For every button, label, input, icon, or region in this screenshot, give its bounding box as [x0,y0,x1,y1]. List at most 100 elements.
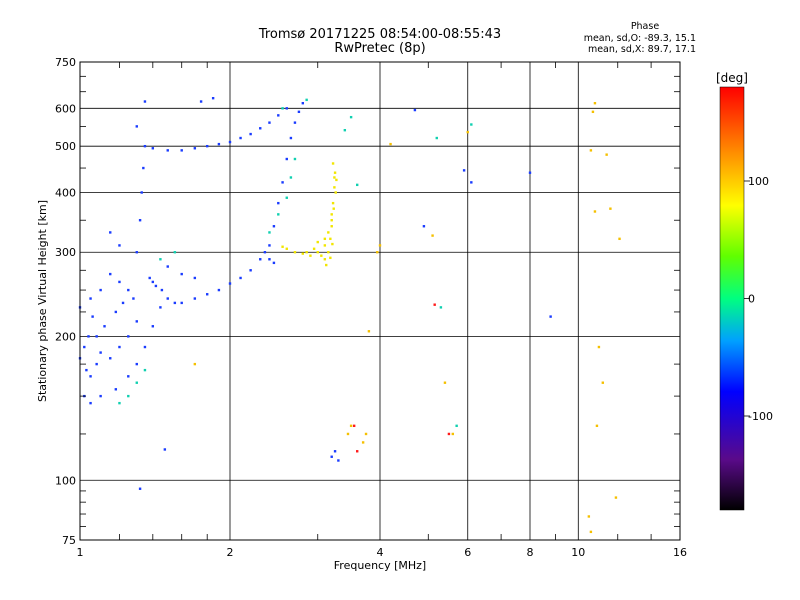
data-point [323,237,327,241]
data-point [83,345,86,349]
y-tick-label: 200 [55,330,76,343]
data-point [127,335,130,338]
chart-title: Tromsø 20171225 08:54:00-08:55:43 [258,27,502,42]
data-point [378,244,382,247]
data-point [361,441,365,444]
x-tick-label: 2 [227,546,234,559]
data-point [138,219,142,222]
data-point [159,306,162,309]
grid-lines [79,61,681,541]
data-point [249,132,252,136]
data-point [333,171,337,174]
data-point [132,297,135,300]
data-point [330,225,333,228]
data-point [239,136,242,140]
chart-subtitle: RwPretec (8p) [334,41,426,56]
x-tick-label: 16 [673,546,687,559]
y-tick-label: 750 [55,56,76,69]
x-tick-label: 8 [527,546,534,559]
data-point [114,310,118,314]
data-point [462,169,466,172]
data-point [335,178,338,182]
data-point [589,530,593,534]
data-point [327,251,330,254]
data-point [331,162,335,165]
data-point [343,128,347,132]
y-tick-label: 600 [55,102,76,115]
data-point [143,100,147,103]
data-point [268,231,271,234]
data-point [323,258,327,261]
data-point [268,244,271,247]
data-point [91,315,94,318]
data-point [272,225,276,228]
data-point [180,272,183,276]
data-point [268,258,271,261]
data-point [109,272,112,276]
data-point [114,388,118,391]
data-point [135,251,138,254]
data-point [316,240,319,244]
data-point [127,394,130,398]
data-point [285,157,288,161]
data-point [297,110,301,114]
data-point [591,110,595,114]
data-point [99,394,102,398]
data-point [140,191,143,194]
data-point [173,301,177,305]
colorbar-ticks: 100 0 -100 [744,175,773,423]
y-tick-label: 75 [62,534,76,547]
data-point [285,247,288,250]
y-tick-label: 100 [55,474,76,487]
data-point [355,450,359,453]
data-point [593,101,597,105]
data-point [595,424,599,428]
data-point [329,256,332,260]
x-axis: 1 2 4 6 8 10 16 [77,62,687,559]
data-point [109,357,112,360]
data-point [346,432,350,436]
data-point [587,515,591,518]
data-point [281,181,284,184]
colorbar [719,86,745,511]
plot-frame [79,61,681,541]
data-point [135,125,138,128]
data-point [316,251,319,254]
data-point [180,301,183,305]
data-point [127,375,130,378]
x-axis-label: Frequency [MHz] [334,559,426,572]
data-point [367,330,371,333]
data-point [327,231,330,234]
colorbar-label: [deg] [716,71,748,85]
data-point [422,225,426,228]
data-point [160,288,164,292]
data-point [277,201,280,205]
data-point [330,213,333,216]
data-points [78,96,621,534]
data-point [597,345,601,349]
data-point [439,306,443,309]
data-point [166,149,169,152]
data-point [389,142,392,146]
data-point [281,245,284,248]
data-point [601,381,605,384]
data-point [193,276,197,280]
data-point [293,121,297,124]
data-point [135,381,138,384]
data-point [433,303,436,306]
data-point [528,171,532,174]
data-point [330,455,333,458]
data-point [228,282,232,285]
data-point [277,213,280,216]
data-point [334,191,337,194]
data-point [239,276,242,280]
colorbar-tick-label: -100 [748,410,773,423]
phase-stats-o: mean, sd,O: -89.3, 15.1 [583,33,696,44]
data-point [142,166,145,170]
colorbar-tick-label: 0 [748,293,755,306]
data-point [193,147,197,150]
data-point [193,297,197,300]
data-point [281,107,284,110]
data-point [143,144,147,148]
data-point [95,335,98,338]
